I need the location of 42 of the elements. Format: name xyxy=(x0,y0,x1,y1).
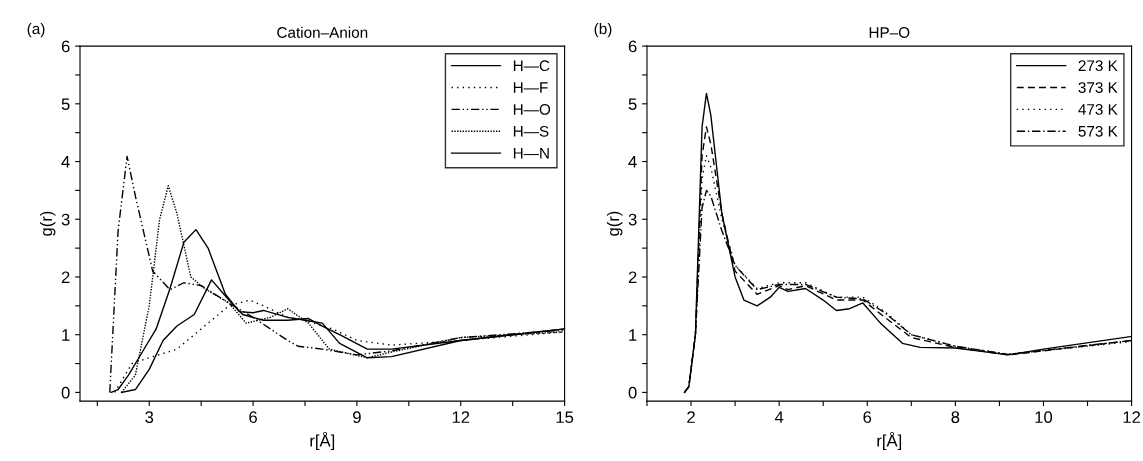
legend-label: H—S xyxy=(513,125,549,137)
y-tick-label: 3 xyxy=(61,213,70,226)
x-tick-label: 6 xyxy=(249,411,257,424)
x-tick-label: 2 xyxy=(687,411,695,423)
y-tick-label: 4 xyxy=(61,156,70,168)
legend-label: H—F xyxy=(513,82,548,93)
y-tick-label: 1 xyxy=(62,329,70,341)
y-tick-label: 0 xyxy=(61,386,70,399)
x-tick-label: 8 xyxy=(951,411,960,424)
y-tick-label: 2 xyxy=(628,271,637,284)
x-axis-title: r[Å] xyxy=(310,431,335,450)
x-axis-title: r[Å] xyxy=(877,431,902,450)
legend-label: H—N xyxy=(513,147,549,159)
y-tick-label: 6 xyxy=(628,40,637,53)
legend-label: H—C xyxy=(513,60,550,72)
y-tick-label: 3 xyxy=(628,213,637,226)
y-tick-label: 5 xyxy=(61,98,70,111)
x-tick-label: 6 xyxy=(863,411,872,424)
y-axis-title: g(r) xyxy=(606,211,623,236)
y-tick-label: 1 xyxy=(629,329,637,341)
legend-label: 273 K xyxy=(1078,60,1118,72)
text: (b) xyxy=(594,22,612,38)
legend-label: 473 K xyxy=(1078,104,1118,115)
legend-label: H—O xyxy=(513,104,551,115)
legend-label: 573 K xyxy=(1078,125,1118,137)
x-tick-label: 4 xyxy=(774,411,784,423)
y-tick-label: 0 xyxy=(628,386,637,399)
y-tick-label: 5 xyxy=(628,98,637,111)
y-tick-label: 2 xyxy=(61,271,70,284)
y-tick-label: 4 xyxy=(628,156,637,168)
x-tick-label: 15 xyxy=(556,411,574,424)
x-tick-label: 3 xyxy=(145,411,154,424)
chart-title: HP–O xyxy=(869,27,910,38)
y-tick-label: 6 xyxy=(61,40,70,53)
x-tick-label: 12 xyxy=(452,411,470,423)
x-tick-label: 9 xyxy=(353,411,361,424)
text: (a) xyxy=(27,22,45,38)
x-tick-label: 10 xyxy=(1035,411,1053,424)
legend-label: 373 K xyxy=(1078,82,1118,93)
chart-title: Cation–Anion xyxy=(277,26,368,38)
y-axis-title: g(r) xyxy=(39,211,56,236)
x-tick-label: 12 xyxy=(1123,411,1140,423)
